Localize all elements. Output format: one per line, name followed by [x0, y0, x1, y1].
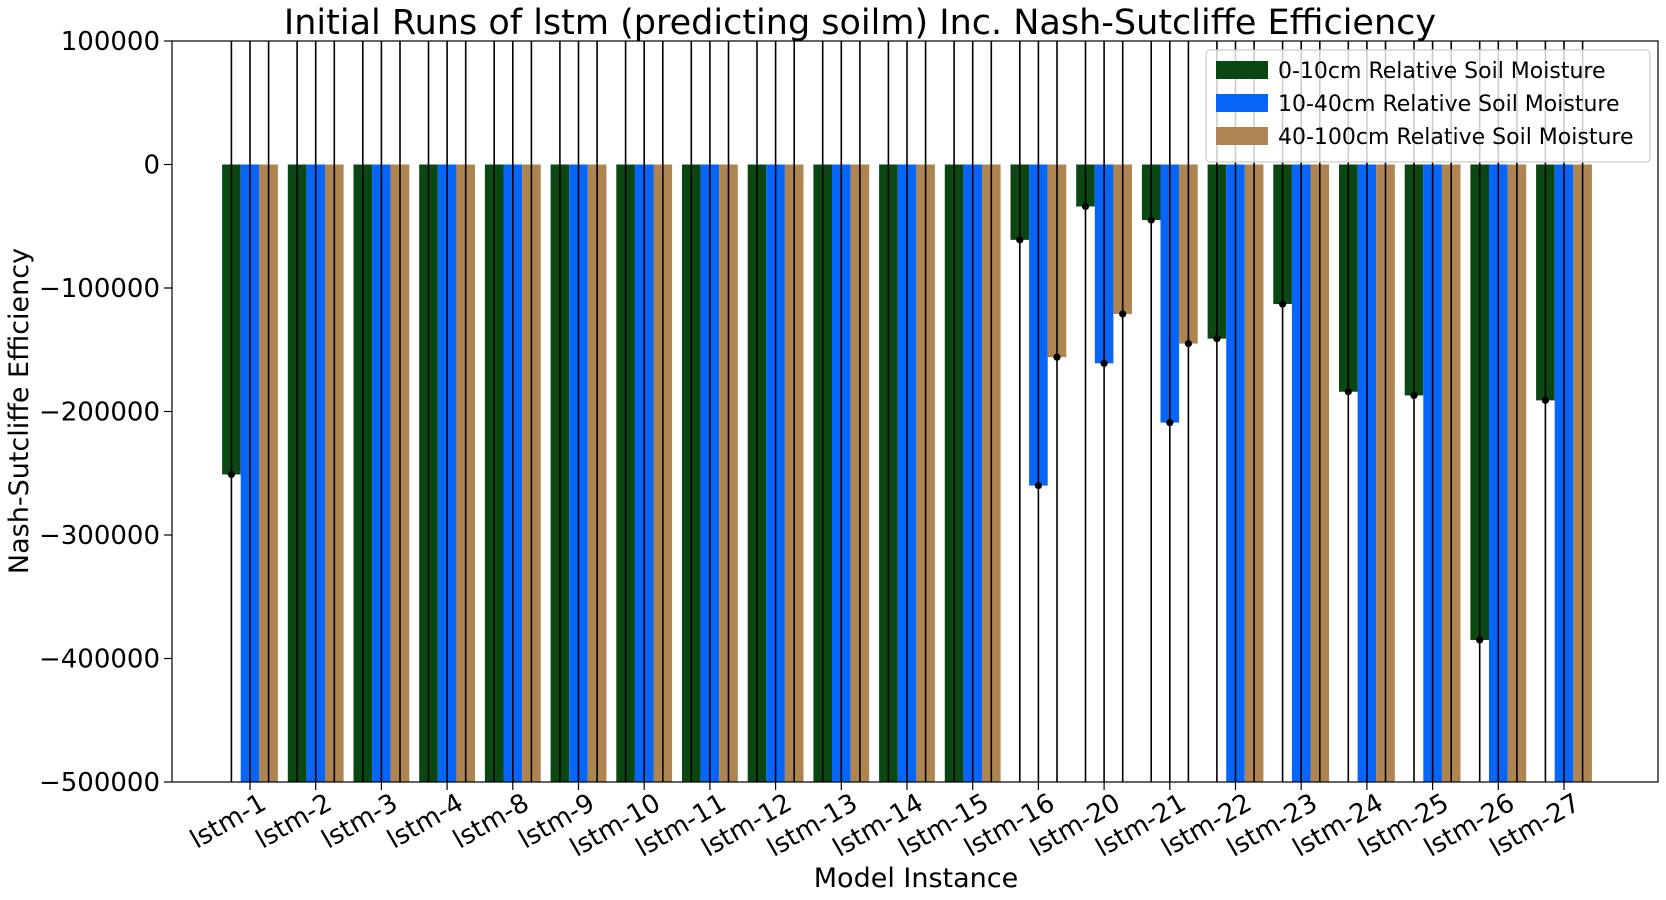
- error-bar-mean-marker: [1410, 391, 1418, 400]
- x-tick-label: lstm-4: [382, 788, 468, 855]
- y-tick-label: −300000: [39, 521, 160, 551]
- legend-label: 10-40cm Relative Soil Moisture: [1278, 92, 1619, 117]
- error-bar-mean-marker: [1034, 482, 1042, 490]
- x-axis-label: Model Instance: [814, 863, 1019, 894]
- x-tick-label: lstm-2: [251, 788, 337, 855]
- y-tick-label: −200000: [39, 398, 160, 428]
- y-axis: 100000 0 −100000 −200000 −300000 −400000 −5000…: [39, 27, 172, 798]
- error-bar-mean-marker: [1213, 335, 1221, 343]
- x-tick-label: lstm-8: [448, 788, 534, 855]
- legend-label: 40-100cm Relative Soil Moisture: [1278, 125, 1633, 150]
- error-bar-mean-marker: [1344, 388, 1352, 396]
- y-tick-label: −400000: [39, 645, 160, 675]
- y-tick-label: −100000: [39, 274, 160, 304]
- legend-label: 0-10cm Relative Soil Moisture: [1278, 59, 1606, 84]
- error-bar-mean-marker: [1541, 396, 1549, 404]
- y-axis-label: Nash-Sutcliffe Efficiency: [4, 248, 35, 574]
- x-axis: lstm-1lstm-2lstm-3lstm-4lstm-8lstm-9lstm…: [185, 782, 1586, 863]
- legend-box: [1205, 49, 1651, 163]
- x-tick-label: lstm-1: [185, 788, 271, 855]
- error-bar-mean-marker: [1147, 216, 1155, 224]
- plot-frame: [171, 40, 1659, 783]
- chart-title: Initial Runs of lstm (predicting soilm) …: [284, 3, 1436, 43]
- y-tick-label: 100000: [61, 27, 160, 57]
- error-bar-mean-marker: [1476, 636, 1484, 644]
- error-bar-mean-marker: [1081, 202, 1090, 211]
- error-bar-mean-marker: [1166, 419, 1174, 427]
- error-bar-mean-marker: [1279, 300, 1287, 308]
- legend: 0-10cm Relative Soil Moisture 10-40cm Rel…: [1205, 49, 1651, 163]
- y-tick-label: 0: [143, 151, 160, 181]
- legend-swatch: [1216, 61, 1268, 79]
- legend-swatch: [1216, 94, 1268, 112]
- legend-swatch: [1216, 127, 1268, 145]
- error-bar-mean-marker: [1016, 236, 1024, 244]
- x-tick-label: lstm-3: [317, 788, 403, 855]
- error-bar-mean-marker: [227, 470, 235, 479]
- error-bar-mean-marker: [1119, 310, 1127, 318]
- error-bar-mean-marker: [1184, 339, 1192, 348]
- error-bar-mean-marker: [1053, 353, 1061, 361]
- error-bars-layer: [227, 41, 1584, 782]
- error-bar-mean-marker: [1100, 359, 1108, 367]
- y-tick-label: −500000: [39, 768, 160, 798]
